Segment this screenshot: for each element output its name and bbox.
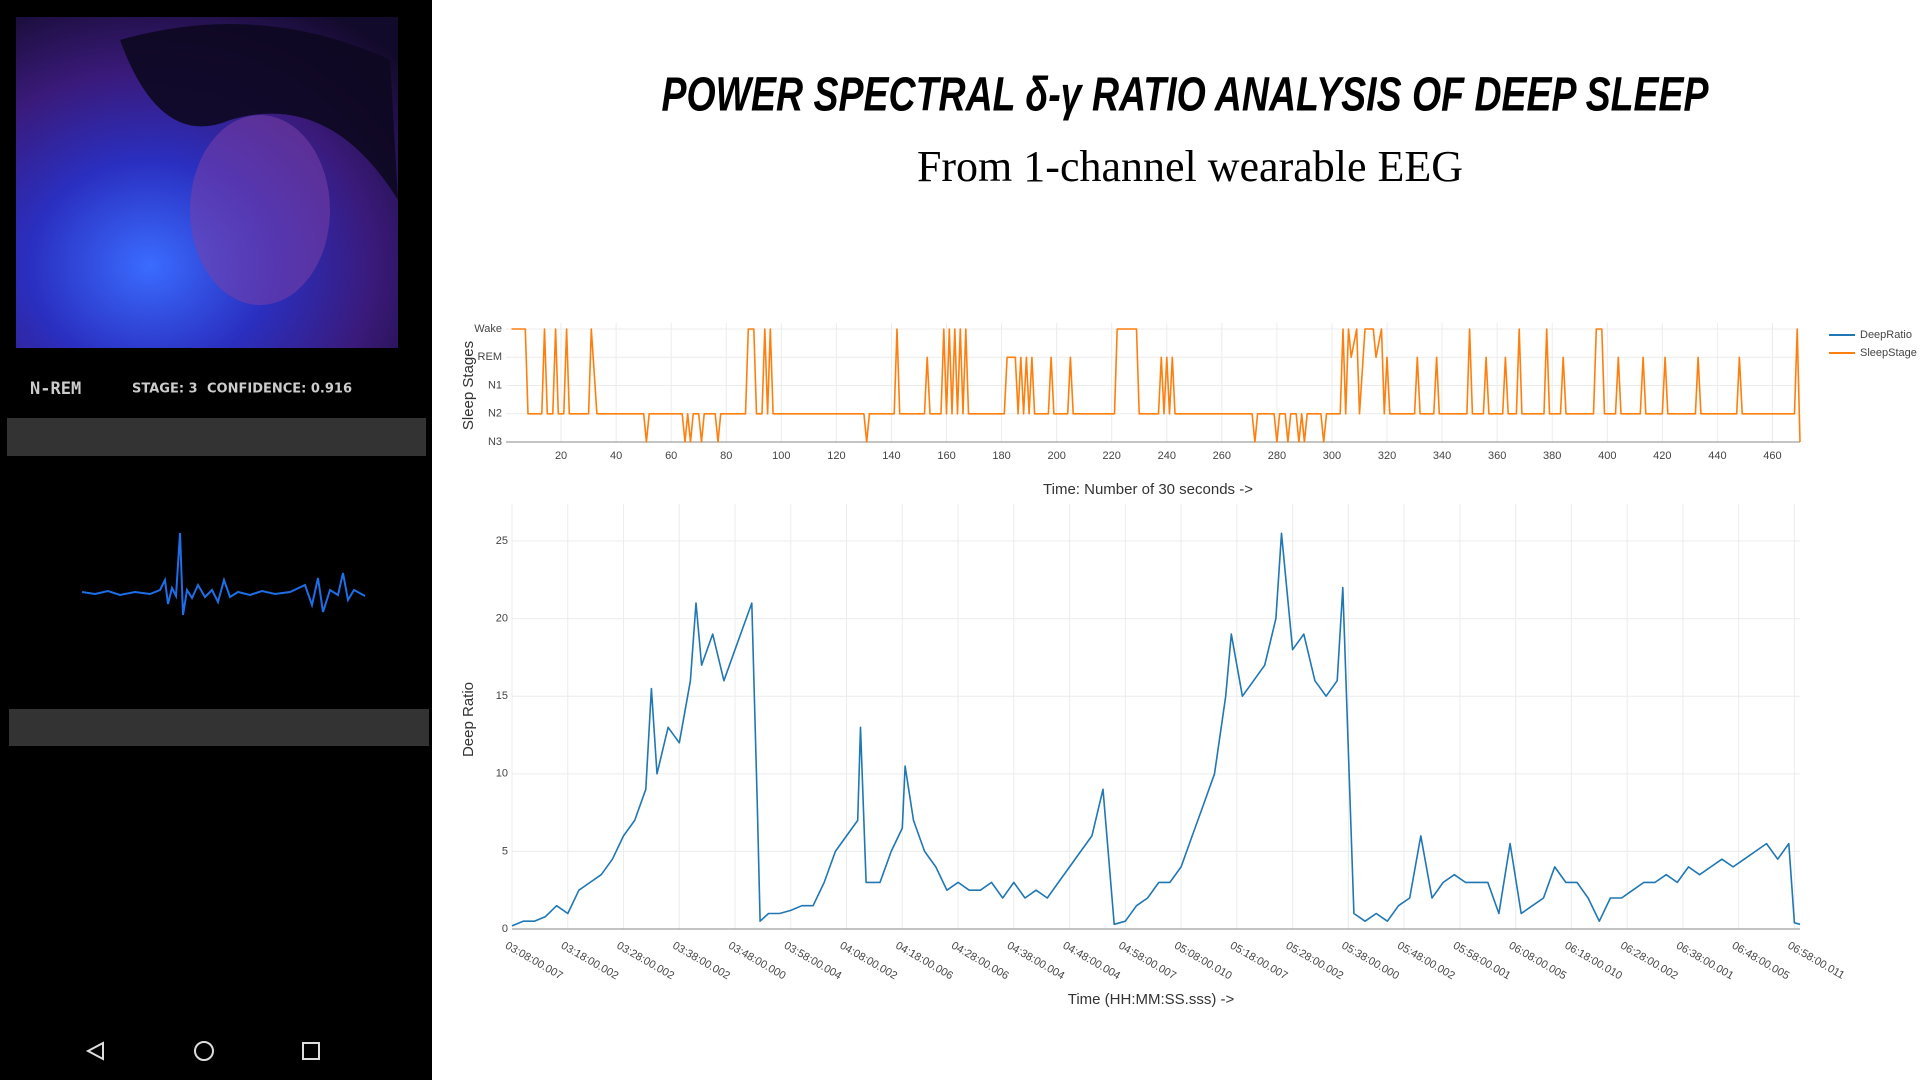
- x-axis-title: Time (HH:MM:SS.sss) ->: [1068, 991, 1235, 1008]
- x-tick-label: 340: [1433, 450, 1451, 462]
- x-tick-label: 05:48:00.002: [1395, 940, 1457, 983]
- legend-label: SleepStage: [1860, 347, 1917, 359]
- y-axis-title: Deep Ratio: [460, 682, 477, 757]
- x-tick-label: 60: [665, 450, 677, 462]
- y-tick-label: Wake: [474, 323, 502, 335]
- x-tick-label: 04:28:00.006: [949, 940, 1011, 983]
- x-tick-label: 04:58:00.007: [1116, 940, 1178, 983]
- face: [190, 115, 330, 305]
- title: POWER SPECTRAL δ-γ RATIO ANALYSIS OF DEE…: [662, 69, 1710, 122]
- x-tick-label: 03:48:00.000: [726, 940, 788, 983]
- x-axis-title: Time: Number of 30 seconds ->: [1043, 481, 1253, 498]
- x-tick-label: 180: [992, 450, 1010, 462]
- bar: [9, 709, 429, 746]
- x-tick-label: 06:18:00.010: [1562, 940, 1624, 983]
- y-tick-label: N2: [488, 408, 502, 420]
- x-tick-label: 06:38:00.001: [1674, 940, 1736, 983]
- x-tick-label: 05:38:00.000: [1339, 940, 1401, 983]
- x-tick-label: 03:58:00.004: [782, 940, 844, 983]
- y-tick-label: 10: [496, 768, 508, 780]
- x-tick-label: 240: [1158, 450, 1176, 462]
- y-tick-label: N1: [488, 379, 502, 391]
- y-tick-label: 5: [502, 845, 508, 857]
- back-button[interactable]: [85, 1041, 104, 1061]
- x-tick-label: 05:28:00.002: [1284, 940, 1346, 983]
- recents-button[interactable]: [302, 1042, 320, 1060]
- x-tick-label: 05:08:00.010: [1172, 940, 1234, 983]
- x-tick-label: 03:28:00.002: [615, 940, 677, 983]
- x-tick-label: 05:58:00.001: [1451, 940, 1513, 983]
- y-tick-label: 0: [502, 923, 508, 935]
- x-tick-label: 80: [720, 450, 732, 462]
- x-tick-label: 04:48:00.004: [1061, 940, 1123, 983]
- x-tick-label: 420: [1653, 450, 1671, 462]
- x-tick-label: 160: [937, 450, 955, 462]
- x-tick-label: 440: [1708, 450, 1726, 462]
- y-tick-label: 25: [496, 535, 508, 547]
- x-tick-label: 120: [827, 450, 845, 462]
- x-tick-label: 200: [1047, 450, 1065, 462]
- x-tick-label: 03:08:00.007: [503, 940, 565, 983]
- status-label: N-REM: [30, 379, 81, 399]
- x-tick-label: 220: [1103, 450, 1121, 462]
- x-tick-label: 04:18:00.006: [893, 940, 955, 983]
- x-tick-label: 280: [1268, 450, 1286, 462]
- y-tick-label: REM: [478, 351, 502, 363]
- x-tick-label: 40: [610, 450, 622, 462]
- series-line: [511, 532, 1801, 927]
- home-button[interactable]: [194, 1041, 214, 1061]
- y-tick-label: 20: [496, 613, 508, 625]
- x-tick-label: 140: [882, 450, 900, 462]
- x-tick-label: 300: [1323, 450, 1341, 462]
- x-tick-label: 100: [772, 450, 790, 462]
- x-tick-label: 04:08:00.002: [838, 940, 900, 983]
- x-tick-label: 06:28:00.002: [1618, 940, 1680, 983]
- x-tick-label: 06:48:00.005: [1730, 940, 1792, 983]
- x-tick-label: 20: [555, 450, 567, 462]
- x-tick-label: 460: [1763, 450, 1781, 462]
- x-tick-label: 05:18:00.007: [1228, 940, 1290, 983]
- stage-label: STAGE: 3: [132, 382, 198, 397]
- series-line: [511, 328, 1801, 443]
- x-tick-label: 360: [1488, 450, 1506, 462]
- x-tick-label: 06:08:00.005: [1507, 940, 1569, 983]
- eeg-waveform: [81, 532, 366, 616]
- x-tick-label: 06:58:00.011: [1785, 940, 1846, 982]
- subtitle: From 1-channel wearable EEG: [917, 142, 1463, 191]
- bar: [7, 418, 426, 456]
- x-tick-label: 04:38:00.004: [1005, 940, 1067, 983]
- x-tick-label: 03:38:00.002: [670, 940, 732, 983]
- y-tick-label: 15: [496, 690, 508, 702]
- x-tick-label: 320: [1378, 450, 1396, 462]
- y-axis-title: Sleep Stages: [460, 341, 477, 430]
- confidence-label: CONFIDENCE: 0.916: [207, 382, 352, 397]
- y-tick-label: N3: [488, 436, 502, 448]
- x-tick-label: 380: [1543, 450, 1561, 462]
- legend-label: DeepRatio: [1860, 329, 1912, 341]
- hair: [120, 24, 398, 200]
- x-tick-label: 260: [1213, 450, 1231, 462]
- x-tick-label: 03:18:00.002: [559, 940, 621, 983]
- x-tick-label: 400: [1598, 450, 1616, 462]
